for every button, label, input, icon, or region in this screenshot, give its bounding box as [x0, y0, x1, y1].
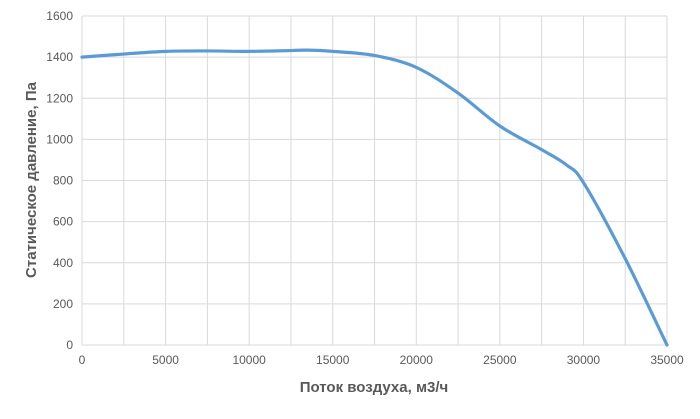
y-tick-label: 800	[53, 174, 73, 188]
x-tick-label: 20000	[400, 353, 434, 367]
y-tick-label: 1400	[46, 50, 73, 64]
x-axis-ticks: 0 5000 10000 15000 20000 25000 30000 35000	[79, 353, 684, 367]
y-tick-label: 1000	[46, 132, 73, 146]
y-axis-label: Статическое давление, Па	[23, 81, 40, 278]
x-tick-label: 25000	[483, 353, 517, 367]
series-line	[80, 48, 669, 347]
y-tick-label: 1200	[46, 91, 73, 105]
y-tick-label: 200	[53, 297, 73, 311]
y-tick-label: 600	[53, 215, 73, 229]
grid	[81, 15, 668, 346]
y-tick-label: 1600	[46, 9, 73, 23]
x-tick-label: 10000	[232, 353, 266, 367]
y-tick-label: 0	[66, 338, 73, 352]
y-axis-ticks: 0 200 400 600 800 1000 1200 1400 1600	[46, 9, 73, 352]
series	[80, 48, 669, 347]
x-tick-label: 35000	[650, 353, 684, 367]
x-tick-label: 30000	[567, 353, 601, 367]
x-tick-label: 0	[79, 353, 86, 367]
y-tick-label: 400	[53, 256, 73, 270]
x-tick-label: 15000	[316, 353, 350, 367]
x-tick-label: 5000	[152, 353, 179, 367]
x-axis-label: Поток воздуха, м3/ч	[300, 379, 449, 396]
